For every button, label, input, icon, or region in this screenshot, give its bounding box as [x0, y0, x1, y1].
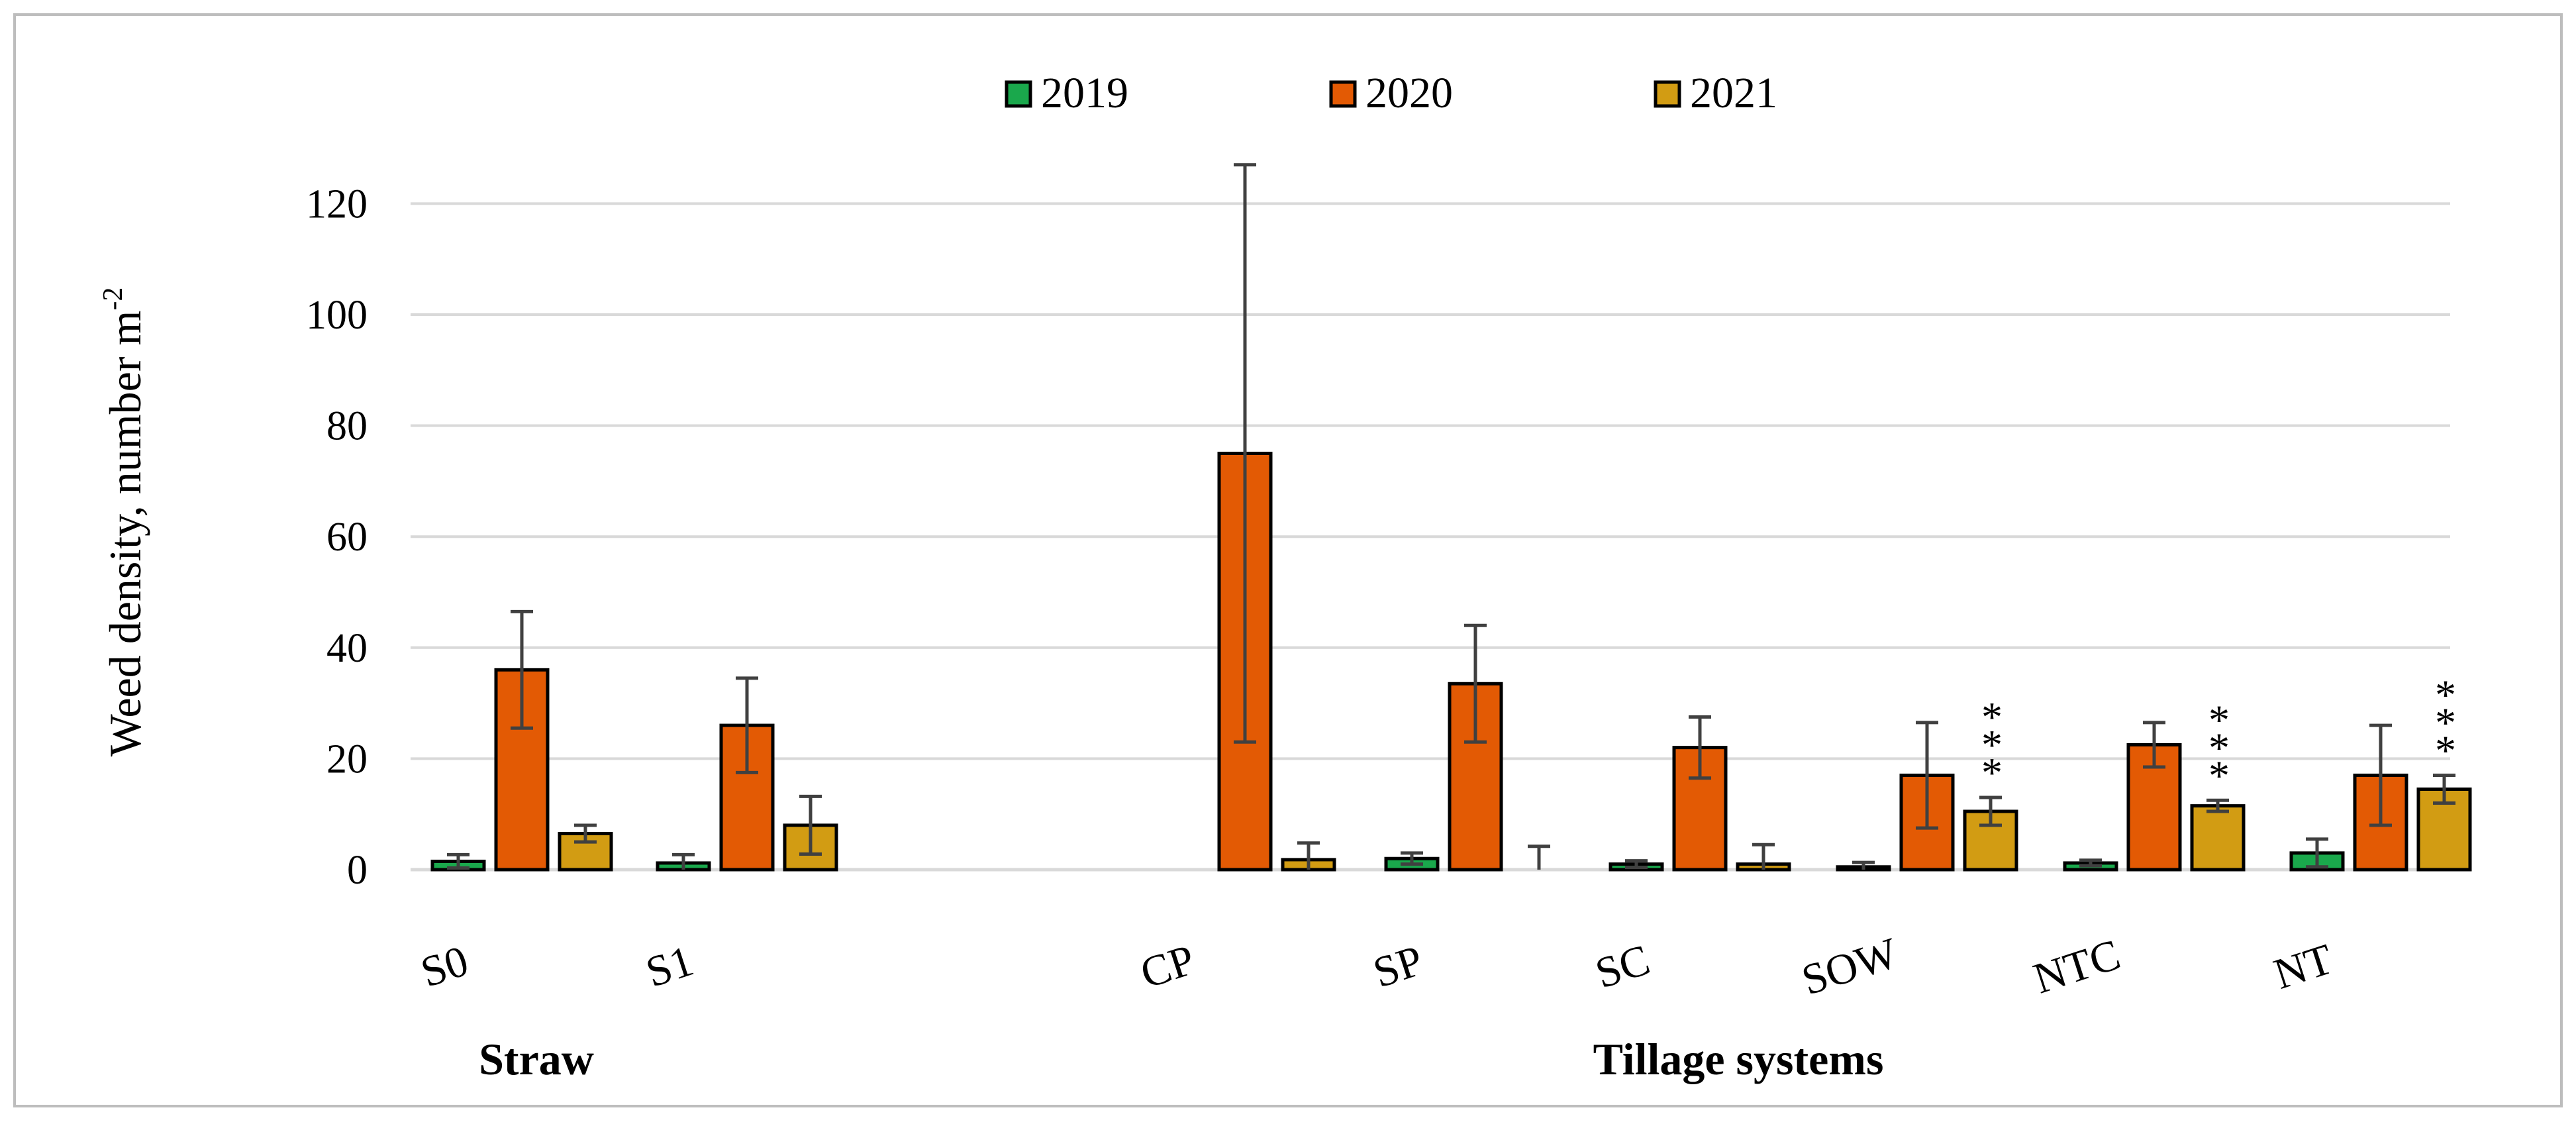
bar-ntc-2021	[2190, 804, 2246, 872]
group-label-straw: Straw	[479, 1034, 594, 1084]
significance-star-ntc: *	[2208, 724, 2230, 771]
legend-label-2020: 2020	[1365, 69, 1453, 117]
y-tick-label-100: 100	[306, 293, 368, 338]
legend-label-2019: 2019	[1041, 69, 1128, 117]
significance-star-sow: *	[1981, 721, 2003, 768]
significance-star-sow: *	[1981, 693, 2003, 741]
legend-swatch-2019	[1005, 80, 1032, 108]
chart-border	[13, 13, 2563, 1107]
y-axis-title-text: Weed density, number m	[100, 311, 150, 757]
y-tick-label-120: 120	[306, 181, 368, 227]
group-label-tillage-systems: Tillage systems	[1593, 1034, 1884, 1084]
bar-s0-2020	[494, 668, 550, 872]
significance-star-nt: *	[2435, 727, 2456, 774]
significance-star-nt: *	[2435, 699, 2456, 746]
y-tick-label-60: 60	[326, 515, 368, 560]
y-tick-label-80: 80	[326, 404, 368, 449]
legend-swatch-2020	[1329, 80, 1357, 108]
significance-star-ntc: *	[2208, 696, 2230, 743]
significance-star-sow: *	[1981, 749, 2003, 796]
legend-label-2021: 2021	[1690, 69, 1777, 117]
y-tick-label-40: 40	[326, 626, 368, 671]
y-tick-label-20: 20	[326, 737, 368, 782]
y-tick-label-0: 0	[347, 848, 368, 893]
y-axis-title: Weed density, number m-2	[98, 287, 150, 757]
significance-star-nt: *	[2435, 672, 2456, 719]
y-axis-title-superscript: -2	[98, 287, 128, 311]
significance-star-ntc: *	[2208, 752, 2230, 799]
legend-swatch-2021	[1654, 80, 1681, 108]
